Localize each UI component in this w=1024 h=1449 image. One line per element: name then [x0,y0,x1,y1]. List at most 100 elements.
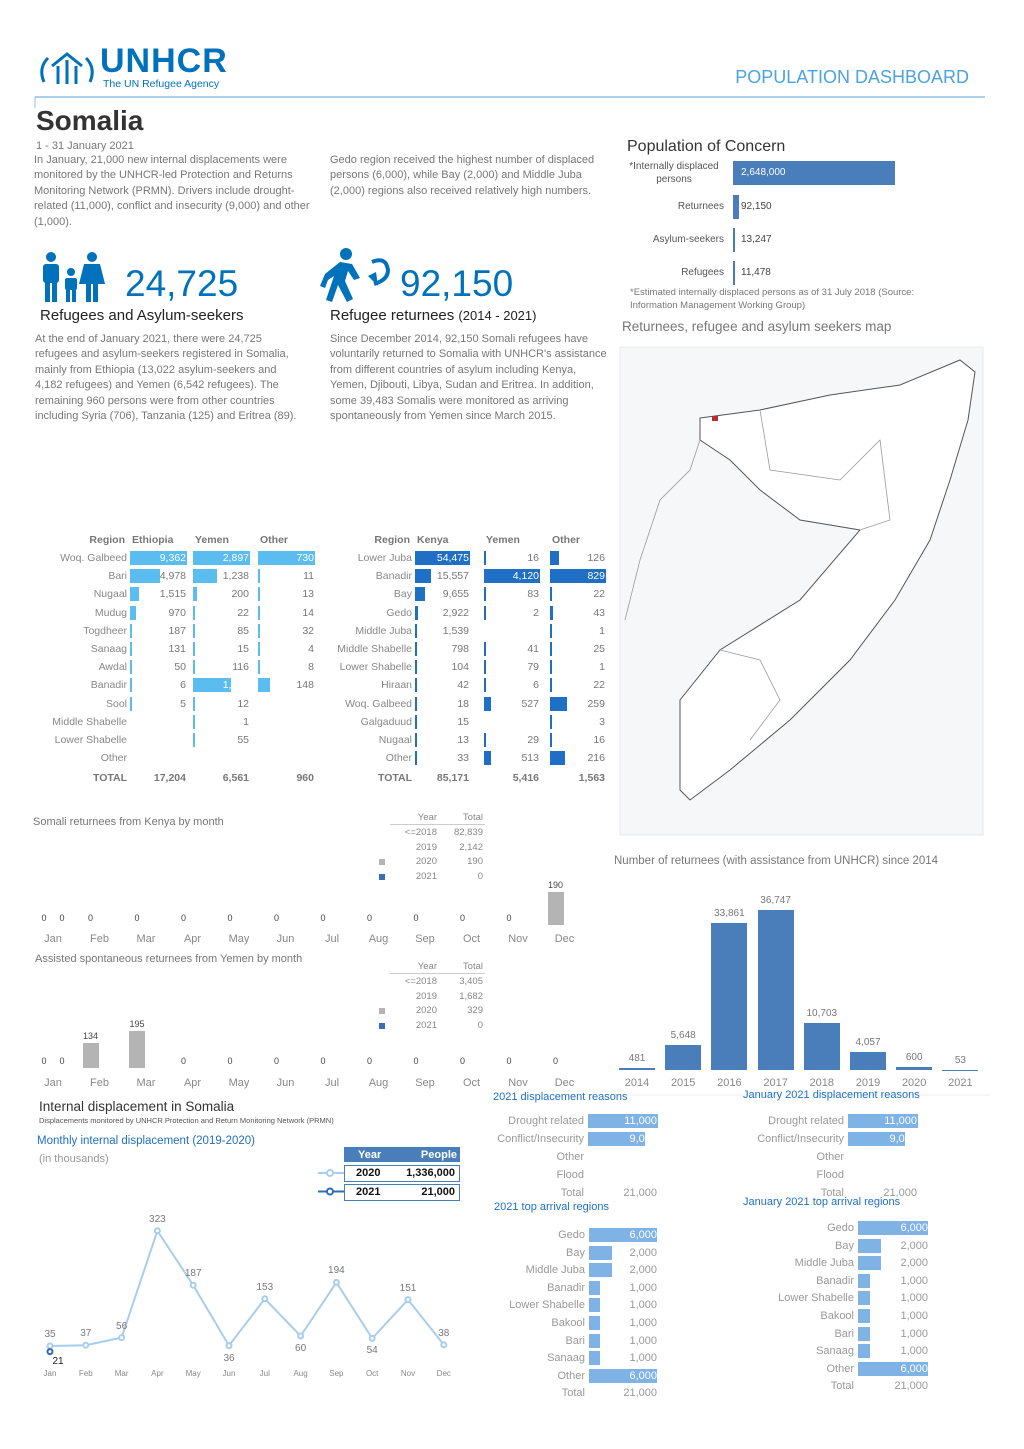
panel-total-label: Total [830,1380,854,1393]
table-value: 148 [296,679,314,692]
map-region-border [719,649,781,741]
table-header: Other [552,534,581,546]
month-bar [82,1042,99,1068]
table-total-value: 85,171 [436,772,469,785]
table-region: Gedo [386,606,412,619]
table-value: 527 [521,697,539,710]
table-total-value: 5,416 [512,772,539,785]
x-tick-label: Sep [329,1369,344,1378]
map-marker [712,416,718,421]
totals-header: Total [462,961,483,972]
panel-bar [858,1361,928,1376]
table-bar [550,751,565,766]
bar-value: 0 [134,913,140,923]
highlight-number: 92,150 [400,263,514,304]
table-bar [550,714,552,729]
table-bar [415,642,417,656]
panel-bar [858,1309,870,1323]
table-region: Lower Shabelle [339,661,412,674]
table-bar [258,605,260,620]
totals-value: 0 [477,1019,483,1031]
panel-label: Sanaag [547,1352,585,1365]
table-bar [193,587,197,602]
table-header: Ethiopia [132,534,174,546]
logo-text: UNHCR [100,42,228,80]
poc-label: *Internally displaced persons [629,161,719,185]
legend-dot [326,1187,334,1196]
panel-bar [589,1368,657,1383]
panel-bar [858,1326,870,1341]
panel-label: Bari [834,1327,854,1340]
table-value: 2 [533,606,539,619]
point-label: 38 [438,1327,450,1339]
poc-value: 92,150 [741,201,772,212]
table-region: Lower Juba [357,552,412,564]
x-tick-label: Nov [508,1077,528,1089]
legend-year: 2021 [356,1185,381,1198]
x-tick-label: Mar [114,1369,129,1378]
bar-value: 53 [954,1054,966,1066]
panel-label: Bari [565,1334,585,1347]
table-bar [484,751,491,766]
table-value: 18 [457,697,469,710]
bar [757,910,794,1070]
bar-value: 0 [459,913,465,923]
table-value: 1,238 [222,570,249,583]
totals-year: 2019 [415,990,437,1002]
logo-emblem [40,52,94,84]
table-region: Woq. Galbeed [60,552,127,564]
table-value: 42 [457,679,469,692]
legend-header: People [420,1149,457,1161]
table-region: Other [385,752,412,765]
panel-bar [858,1256,882,1271]
point-label: 36 [223,1352,235,1364]
bar [665,1045,702,1070]
legend-row [344,1183,460,1201]
panel-label: Drought related [768,1115,844,1127]
table-value: 1 [599,624,605,637]
x-tick-label: Feb [90,933,109,945]
bar-value: 600 [905,1052,923,1064]
table-bar [484,551,486,565]
legend-people: 1,336,000 [406,1167,455,1179]
bar [711,922,748,1070]
table-value: 85 [237,624,249,637]
table-region: Sool [105,697,127,710]
table-value: 798 [451,643,469,655]
point-label: 21 [52,1355,64,1367]
panel-bar [589,1298,601,1313]
panel-value: 1,000 [900,1274,928,1287]
point [225,1342,233,1350]
table-value: 1,920 [222,679,249,692]
table-value: 16 [527,552,539,564]
bar-value: 0 [366,913,372,923]
table-value: 6 [180,679,186,692]
table-total-value: 17,204 [153,772,186,785]
line [49,1228,445,1348]
x-tick-label: Jun [222,1369,236,1378]
table-bar [484,696,492,711]
table-bar [258,678,270,693]
table-value: 8 [308,661,314,674]
table-region: Banadir [375,570,412,583]
legend-year: 2020 [356,1167,381,1179]
x-tick-label: 2021 [948,1077,973,1089]
panel-bar [589,1263,612,1278]
panel-total-value: 21,000 [883,1187,917,1199]
legend-swatch [379,1008,385,1014]
x-tick-label: Feb [78,1369,93,1378]
table-total-value: 960 [296,772,314,785]
table-value: 13 [457,734,469,746]
table-region: Hiraan [381,679,412,692]
table-bar [550,660,552,675]
panel-label: Middle Juba [525,1264,585,1277]
totals-year: 2020 [415,856,437,867]
table-bar [415,696,417,711]
table-region: Nugaal [93,588,127,601]
table-value: 1 [243,715,249,728]
totals-value: 190 [467,856,483,867]
table-bar [415,660,417,675]
panel-value: 2,000 [629,1264,657,1277]
x-tick-label: 2014 [624,1077,650,1089]
table-value: 1 [599,661,605,674]
